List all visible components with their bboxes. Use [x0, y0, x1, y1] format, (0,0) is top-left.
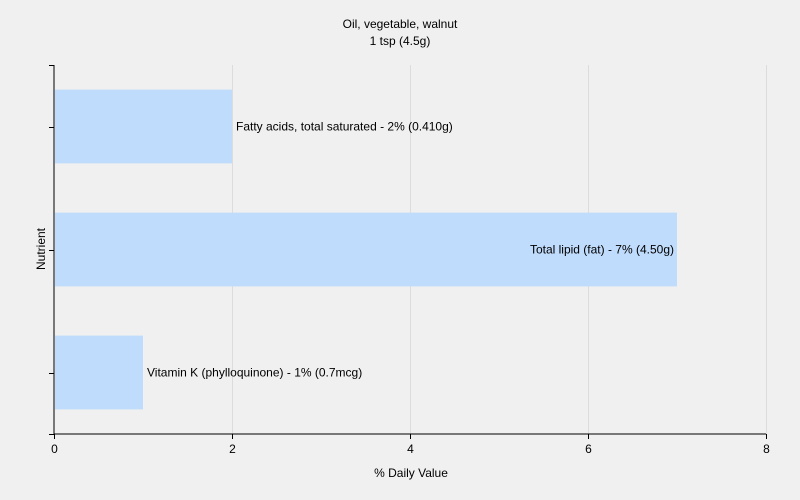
x-tick-label: 6 [585, 442, 592, 456]
bar [55, 335, 143, 410]
bar-label: Total lipid (fat) - 7% (4.50g) [530, 243, 674, 257]
bar [55, 89, 232, 164]
ticks: 0 2 4 6 8 Fatty acids, total saturated - 2% (… [49, 65, 770, 456]
y-axis-label: Nutrient [34, 227, 48, 270]
chart-subtitle: 1 tsp (4.5g) [370, 34, 431, 48]
x-axis-label: % Daily Value [374, 466, 448, 480]
bar-label: Vitamin K (phylloquinone) - 1% (0.7mcg) [147, 366, 362, 380]
x-tick-label: 4 [407, 442, 414, 456]
bars [55, 89, 677, 410]
x-tick-label: 8 [763, 442, 770, 456]
chart-title: Oil, vegetable, walnut [343, 17, 458, 31]
x-tick-label: 2 [229, 442, 236, 456]
x-tick-label: 0 [51, 442, 58, 456]
bar [55, 212, 677, 287]
bar-label: Fatty acids, total saturated - 2% (0.410… [236, 120, 453, 134]
